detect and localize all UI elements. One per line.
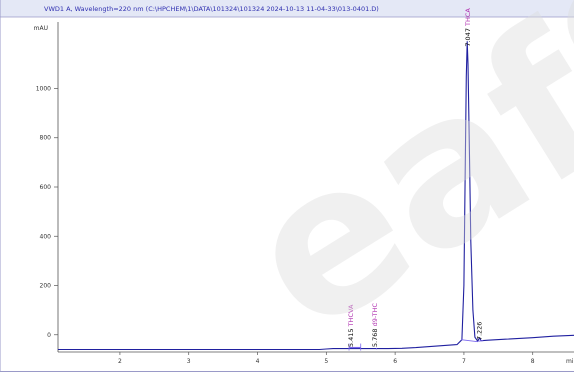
x-tick-label: 8 bbox=[531, 358, 535, 365]
peak-retention-time: 7.226 bbox=[475, 322, 483, 341]
chromatogram-trace bbox=[58, 41, 574, 351]
peak-compound-name: THCA bbox=[464, 8, 472, 28]
peak-label: 7.226 bbox=[475, 322, 483, 341]
peak-retention-time: 7.047 bbox=[464, 28, 472, 47]
x-axis-unit-label: mi bbox=[566, 358, 574, 365]
peak-retention-time: 5.415 bbox=[347, 328, 355, 347]
x-tick-label: 7 bbox=[462, 358, 466, 365]
x-tick-label: 3 bbox=[187, 358, 191, 365]
x-tick-label: 5 bbox=[324, 358, 328, 365]
integration-baseline-thca bbox=[461, 339, 478, 343]
peak-retention-time: 5.768 bbox=[371, 328, 379, 347]
peak-label: 5.768 d9-THC bbox=[371, 303, 379, 348]
y-tick-label: 0 bbox=[47, 332, 51, 339]
x-tick-label: 6 bbox=[393, 358, 397, 365]
peak-compound-name: d9-THC bbox=[371, 303, 379, 329]
y-tick-label: 800 bbox=[40, 135, 52, 142]
chart-title: VWD1 A, Wavelength=220 nm (C:\HPCHEM\1\D… bbox=[44, 5, 379, 13]
x-tick-label: 4 bbox=[256, 358, 260, 365]
x-tick-label: 2 bbox=[118, 358, 122, 365]
y-axis-label: mAU bbox=[34, 25, 48, 32]
peak-label: 5.415 THCVA bbox=[347, 304, 355, 347]
y-tick-label: 200 bbox=[40, 283, 52, 290]
y-tick-label: 1000 bbox=[36, 85, 51, 92]
y-tick-label: 600 bbox=[40, 184, 52, 191]
chart-header-bar bbox=[0, 0, 574, 17]
peak-label: 7.047 THCA bbox=[464, 8, 472, 47]
y-tick-label: 400 bbox=[40, 233, 52, 240]
peak-compound-name: THCVA bbox=[347, 304, 355, 328]
